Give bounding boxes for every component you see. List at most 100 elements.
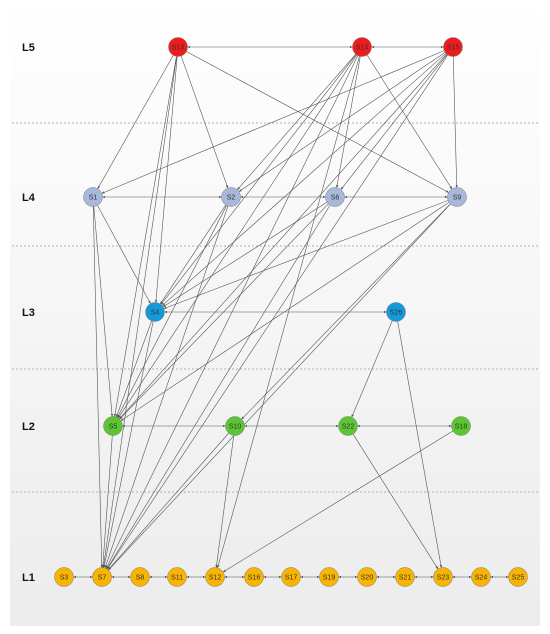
edge-s26-s23 xyxy=(397,321,443,568)
node-circle xyxy=(319,567,339,587)
edge-s13-s5 xyxy=(113,56,177,417)
edge-s1-s7 xyxy=(92,206,103,568)
node-label: S10 xyxy=(229,424,242,431)
node-circle xyxy=(325,187,345,207)
node-circle xyxy=(221,187,241,207)
node-circle xyxy=(508,567,528,587)
level-label-l5: L5 xyxy=(22,42,35,54)
node-circle xyxy=(281,567,301,587)
node-circle xyxy=(92,567,112,587)
node-circle xyxy=(451,416,471,436)
node-s5[interactable]: S5 xyxy=(103,416,123,436)
edge-s6-s4 xyxy=(162,201,328,308)
edge-s14-s5 xyxy=(117,54,358,419)
edge-s14-s6 xyxy=(335,56,361,188)
edge-s10-s7 xyxy=(108,432,229,571)
edge-s2-s7 xyxy=(104,205,229,569)
edge-s1-s5 xyxy=(93,206,114,417)
node-label: S18 xyxy=(455,424,468,431)
node-s1[interactable]: S1 xyxy=(83,187,103,207)
node-circle xyxy=(103,416,123,436)
node-s14[interactable]: S14 xyxy=(352,37,372,57)
edge-s15-s5 xyxy=(119,53,447,420)
nodes: S13 S14 S15 S1 S2 S6 S9 S4 S26 S5 S10 S22 S18 S3 S7 S8 S… xyxy=(54,37,528,587)
diagram-background xyxy=(10,0,540,626)
node-label: S22 xyxy=(342,424,355,431)
node-circle xyxy=(130,567,150,587)
node-label: S24 xyxy=(475,575,488,582)
edge-s15-s2 xyxy=(238,52,446,192)
node-s9[interactable]: S9 xyxy=(447,187,467,207)
level-label-l3: L3 xyxy=(22,307,35,319)
edge-s13-s9 xyxy=(186,51,449,193)
node-circle xyxy=(168,37,188,57)
node-label: S8 xyxy=(136,575,145,582)
node-s11[interactable]: S11 xyxy=(167,567,187,587)
node-s8[interactable]: S8 xyxy=(130,567,150,587)
node-s2[interactable]: S2 xyxy=(221,187,241,207)
edge-s15-s4 xyxy=(161,53,447,306)
edge-s13-s1 xyxy=(97,55,174,189)
node-circle xyxy=(83,187,103,207)
edge-s18-s12 xyxy=(222,430,454,573)
node-circle xyxy=(225,416,245,436)
edge-s26-s22 xyxy=(351,320,393,418)
edge-s22-s23 xyxy=(352,433,439,570)
node-label: S12 xyxy=(209,575,222,582)
node-s13[interactable]: S13 xyxy=(168,37,188,57)
edge-s14-s4 xyxy=(160,54,357,305)
edge-s9-s4 xyxy=(163,200,449,309)
node-label: S1 xyxy=(89,195,98,202)
node-label: S13 xyxy=(172,45,185,52)
node-s17[interactable]: S17 xyxy=(281,567,301,587)
edge-s13-s2 xyxy=(180,55,229,189)
node-s6[interactable]: S6 xyxy=(325,187,345,207)
node-label: S15 xyxy=(447,45,460,52)
node-label: S14 xyxy=(356,45,369,52)
node-circle xyxy=(395,567,415,587)
node-s19[interactable]: S19 xyxy=(319,567,339,587)
node-s15[interactable]: S15 xyxy=(443,37,463,57)
node-s7[interactable]: S7 xyxy=(92,567,112,587)
node-s24[interactable]: S24 xyxy=(471,567,491,587)
node-label: S23 xyxy=(437,575,450,582)
edge-s6-s7 xyxy=(106,204,331,570)
edge-s9-s7 xyxy=(108,203,451,571)
node-label: S2 xyxy=(227,195,236,202)
edge-s14-s2 xyxy=(237,53,356,191)
node-s20[interactable]: S20 xyxy=(357,567,377,587)
node-s23[interactable]: S23 xyxy=(433,567,453,587)
node-s3[interactable]: S3 xyxy=(54,567,74,587)
node-circle xyxy=(352,37,372,57)
edge-s13-s4 xyxy=(154,56,178,303)
node-label: S26 xyxy=(390,310,403,317)
node-s18[interactable]: S18 xyxy=(451,416,471,436)
node-s22[interactable]: S22 xyxy=(338,416,358,436)
node-s21[interactable]: S21 xyxy=(395,567,415,587)
node-label: S9 xyxy=(453,195,462,202)
node-circle xyxy=(244,567,264,587)
node-s25[interactable]: S25 xyxy=(508,567,528,587)
node-label: S19 xyxy=(323,575,336,582)
node-s4[interactable]: S4 xyxy=(145,302,165,322)
node-label: S3 xyxy=(60,575,69,582)
node-s10[interactable]: S10 xyxy=(225,416,245,436)
level-label-l2: L2 xyxy=(22,421,35,433)
node-label: S17 xyxy=(285,575,298,582)
node-label: S20 xyxy=(361,575,374,582)
level-label-l4: L4 xyxy=(22,192,36,204)
node-s26[interactable]: S26 xyxy=(386,302,406,322)
node-label: S25 xyxy=(512,575,525,582)
node-label: S7 xyxy=(98,575,107,582)
node-label: S16 xyxy=(248,575,261,582)
node-s16[interactable]: S16 xyxy=(244,567,264,587)
edge-s15-s9 xyxy=(452,56,458,188)
node-circle xyxy=(205,567,225,587)
edge-s13-s7 xyxy=(102,56,177,568)
edge-s15-s1 xyxy=(101,50,445,194)
node-s12[interactable]: S12 xyxy=(205,567,225,587)
edges xyxy=(73,45,509,579)
node-circle xyxy=(447,187,467,207)
